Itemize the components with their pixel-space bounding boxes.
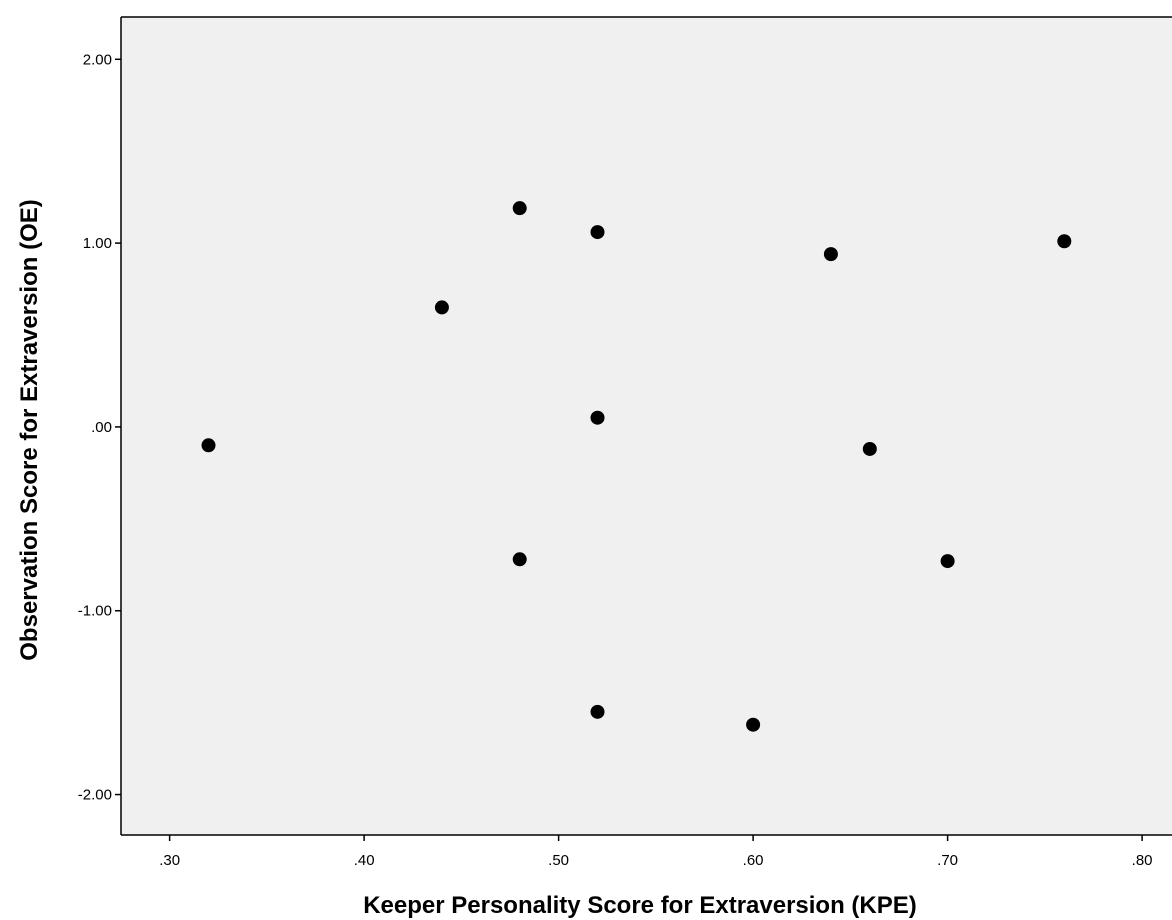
x-axis-title: Keeper Personality Score for Extraversio… — [363, 892, 917, 919]
y-tick-label: .00 — [91, 419, 112, 436]
data-point — [590, 410, 605, 425]
data-point — [1057, 234, 1072, 249]
x-tick-label: .60 — [743, 852, 764, 869]
data-point — [512, 552, 527, 567]
data-point — [823, 247, 838, 262]
plot-area — [121, 17, 1172, 835]
x-tick-label: .50 — [548, 852, 569, 869]
y-tick-label: 1.00 — [83, 235, 112, 252]
x-tick-label: .70 — [937, 852, 958, 869]
y-axis-ticks: 2.00 1.00 .00 -1.00 -2.00 — [78, 51, 121, 804]
data-point — [512, 201, 527, 216]
data-point — [201, 438, 216, 453]
data-point — [746, 717, 761, 732]
x-axis-ticks: .30 .40 .50 .60 .70 .80 — [159, 835, 1153, 869]
data-point — [434, 300, 449, 315]
data-point — [940, 554, 955, 569]
y-tick-label: -2.00 — [78, 787, 112, 804]
y-tick-label: -1.00 — [78, 603, 112, 620]
y-tick-label: 2.00 — [83, 51, 112, 68]
x-tick-label: .80 — [1132, 852, 1153, 869]
y-axis-title: Observation Score for Extraversion (OE) — [16, 199, 43, 660]
data-point — [590, 704, 605, 719]
x-tick-label: .30 — [159, 852, 180, 869]
x-tick-label: .40 — [354, 852, 375, 869]
data-points — [201, 201, 1072, 732]
data-point — [590, 225, 605, 240]
data-point — [862, 441, 877, 456]
